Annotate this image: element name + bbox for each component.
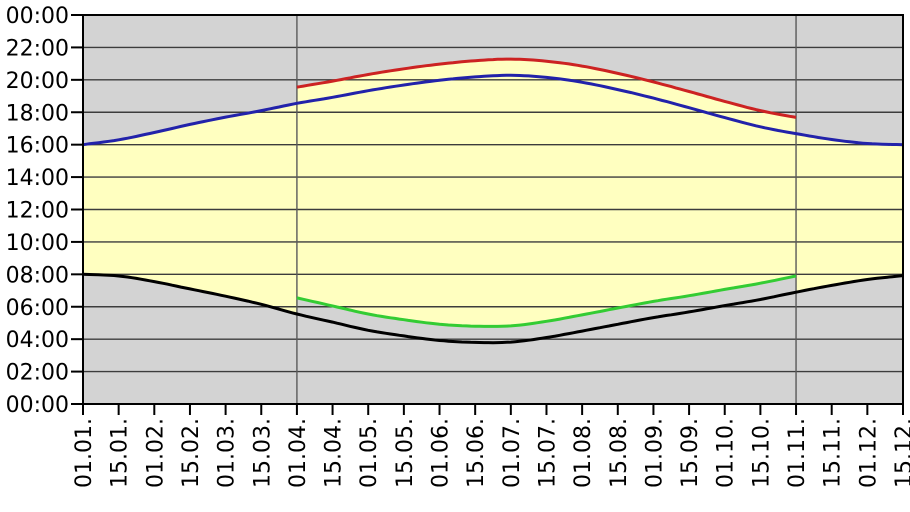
x-tick-label: 15.10.	[749, 418, 774, 488]
x-tick-label: 01.02.	[143, 418, 168, 488]
x-tick-label: 15.11.	[821, 418, 846, 488]
y-tick-label: 04:00	[6, 328, 69, 353]
daylight-area	[83, 59, 903, 327]
x-tick-label: 01.10.	[714, 418, 739, 488]
y-tick-label: 22:00	[6, 36, 69, 61]
sunset-standard-line	[82, 73, 904, 147]
x-tick-label: 01.08.	[571, 418, 596, 488]
sunrise-dst-line	[296, 274, 797, 328]
y-tick-label: 00:00	[6, 4, 69, 29]
x-tick-label: 15.12.	[892, 418, 910, 488]
x-tick-label: 15.03.	[250, 418, 275, 488]
x-tick-label: 01.03.	[215, 418, 240, 488]
x-tick-label: 15.06.	[464, 418, 489, 488]
y-tick-label: 14:00	[6, 166, 69, 191]
x-tick-label: 15.08.	[607, 418, 632, 488]
sunrise-standard-line	[82, 272, 904, 345]
y-tick-label: 06:00	[6, 296, 69, 321]
y-tick-label: 02:00	[6, 361, 69, 386]
y-tick-label: 00:00	[6, 393, 69, 418]
x-tick-label: 01.07.	[500, 418, 525, 488]
sunset-dst-line	[296, 57, 797, 119]
y-tick-label: 18:00	[6, 101, 69, 126]
y-tick-label: 10:00	[6, 231, 69, 256]
x-tick-label: 01.12.	[856, 418, 881, 488]
x-tick-label: 01.06.	[429, 418, 454, 488]
x-tick-label: 15.09.	[678, 418, 703, 488]
x-tick-label: 15.04.	[322, 418, 347, 488]
x-tick-label: 01.09.	[642, 418, 667, 488]
x-tick-label: 01.01.	[72, 418, 97, 488]
x-tick-label: 01.04.	[286, 418, 311, 488]
y-tick-label: 12:00	[6, 199, 69, 224]
x-tick-label: 15.05.	[393, 418, 418, 488]
x-tick-label: 01.11.	[785, 418, 810, 488]
y-tick-label: 08:00	[6, 263, 69, 288]
x-tick-label: 01.05.	[357, 418, 382, 488]
x-tick-label: 15.02.	[179, 418, 204, 488]
x-tick-label: 15.07.	[535, 418, 560, 488]
y-tick-label: 20:00	[6, 69, 69, 94]
x-tick-label: 15.01.	[108, 418, 133, 488]
y-tick-label: 16:00	[6, 134, 69, 159]
